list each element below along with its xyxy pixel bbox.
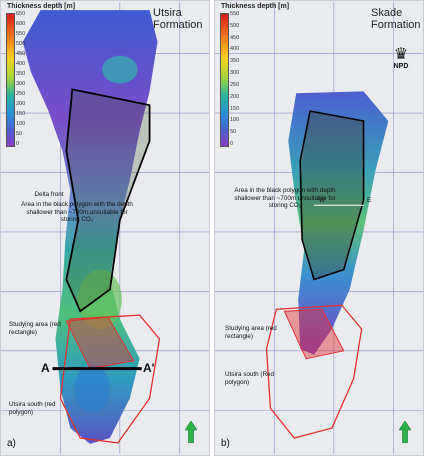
thick-zone	[74, 364, 110, 413]
colorbar-tick-label: 350	[230, 58, 240, 65]
colorbar-ticks: 550 500 450 400 350 300 250 200 150 100 50 0	[230, 11, 239, 147]
colorbar-tick-label: 400	[16, 61, 26, 67]
study-area-rectangle	[283, 308, 345, 360]
npd-logo-text: NPD	[393, 63, 409, 70]
colorbar-tick-label: 350	[16, 71, 26, 77]
delta-front-label: Delta front	[34, 191, 64, 198]
colorbar-tick-label: 250	[16, 91, 26, 97]
polygon-note-label: Area in the black polygon with depth sha…	[234, 187, 336, 209]
map-panel-a: Thickness depth [m] 650 600 550 500 450 400 35…	[0, 0, 210, 456]
colorbar-tick-label: 200	[16, 101, 26, 107]
thick-zone	[102, 55, 138, 84]
map-panel-b: Thickness depth [m] 550 500 450 400 350 300 25…	[214, 0, 424, 456]
study-area-label: Studying area (red rectangle)	[225, 325, 277, 340]
colorbar-tick-label: 500	[230, 22, 240, 29]
colorbar-tick-label: 650	[16, 11, 26, 17]
formation-title: Utsira Formation	[153, 7, 203, 31]
colorbar-tick-label: 200	[230, 93, 240, 100]
colorbar-tick-label: 550	[230, 11, 240, 17]
colorbar-tick-label: 450	[16, 51, 26, 57]
map-b-canvas	[215, 2, 423, 454]
north-arrow-icon	[399, 421, 411, 443]
study-area-rectangle	[65, 316, 135, 370]
east-label: E	[367, 197, 372, 204]
colorbar-tick-label: 150	[16, 111, 26, 117]
colorbar	[220, 13, 229, 147]
formation-thickness-area	[22, 10, 158, 444]
colorbar-tick-label: 150	[230, 105, 240, 112]
colorbar-tick-label: 0	[230, 140, 234, 147]
formation-name: Skade	[371, 7, 403, 19]
colorbar-title: Thickness depth [m]	[7, 3, 76, 10]
colorbar-tick-label: 600	[16, 21, 26, 27]
formation-word: Formation	[371, 19, 421, 31]
colorbar-tick-label: 550	[16, 31, 26, 37]
colorbar-tick-label: 0	[16, 141, 20, 147]
section-start-label: A	[41, 361, 50, 375]
section-end-label: A'	[143, 361, 155, 375]
colorbar-tick-label: 400	[230, 46, 240, 53]
colorbar-ticks: 650 600 550 500 450 400 350 300 250 200 150 100 50 0	[16, 11, 25, 147]
west-label: W	[319, 197, 325, 204]
formation-title: Skade Formation	[371, 7, 421, 31]
colorbar	[6, 13, 15, 147]
utsira-south-polygon	[59, 314, 161, 444]
formation-name: Utsira	[153, 7, 182, 19]
shallow-area-polygon	[65, 88, 151, 313]
polygon-note-label: Area in the black polygon with the depth…	[21, 201, 133, 223]
colorbar-tick-label: 300	[230, 70, 240, 77]
formation-word: Formation	[153, 19, 203, 31]
npd-logo: ♛ NPD	[387, 46, 415, 71]
utsira-south-label: Utsira south (red polygon)	[9, 401, 56, 416]
crown-icon: ♛	[393, 46, 409, 63]
shallow-area-polygon	[299, 110, 365, 281]
colorbar-tick-label: 250	[230, 81, 240, 88]
utsira-south-polygon	[265, 304, 363, 439]
colorbar-tick-label: 50	[16, 131, 23, 137]
colorbar-title: Thickness depth [m]	[221, 3, 290, 10]
map-a-canvas	[1, 2, 209, 454]
colorbar-tick-label: 300	[16, 81, 26, 87]
colorbar-tick-label: 100	[16, 121, 26, 127]
colorbar-tick-label: 500	[16, 41, 26, 47]
panel-label: b)	[221, 438, 230, 449]
panel-label: a)	[7, 438, 16, 449]
utsira-south-label: Utsira south (Red polygon)	[225, 371, 274, 386]
colorbar-tick-label: 100	[230, 117, 240, 124]
colorbar-tick-label: 450	[230, 34, 240, 41]
colorbar-tick-label: 50	[230, 129, 237, 136]
study-area-label: Studying area (red rectangle)	[9, 321, 61, 336]
north-arrow-icon	[185, 421, 197, 443]
